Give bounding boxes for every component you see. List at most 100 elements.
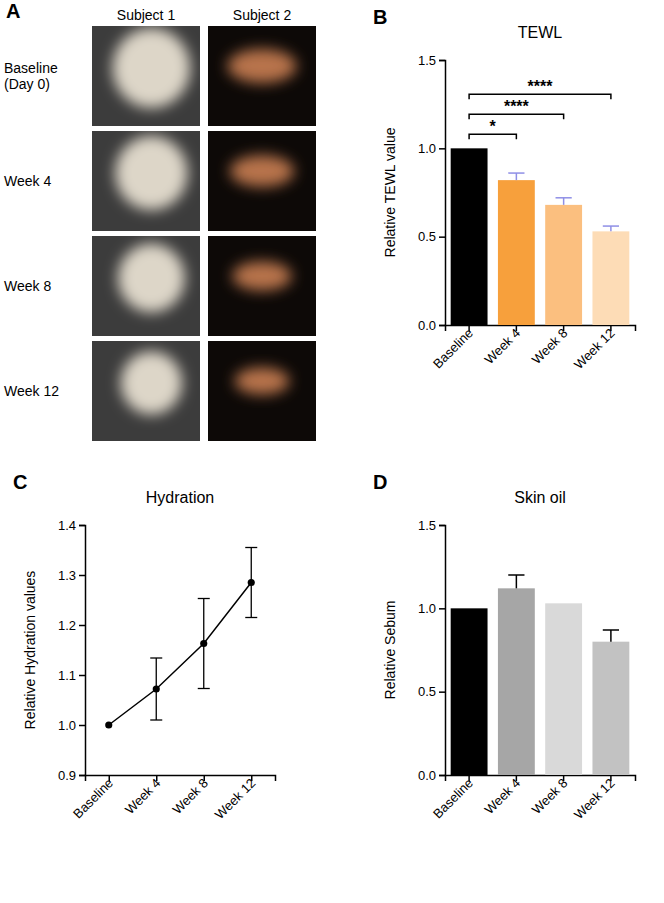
y-tick: 0.5 xyxy=(418,229,445,244)
bar xyxy=(592,231,629,325)
significance-label: **** xyxy=(528,78,554,95)
y-tick-label: 1.5 xyxy=(418,518,436,533)
error-bar-cap xyxy=(245,547,257,548)
panel-letter: B xyxy=(373,6,387,28)
error-bar xyxy=(508,575,524,588)
y-tick: 1.5 xyxy=(418,518,445,533)
x-tick: Week 4 xyxy=(482,325,524,367)
y-tick: 1.0 xyxy=(418,141,445,156)
photo-scalp xyxy=(227,49,296,83)
photo-background xyxy=(208,341,316,441)
x-tick: Baseline xyxy=(430,775,476,821)
y-tick: 1.2 xyxy=(58,618,85,633)
y-tick: 1.4 xyxy=(58,518,85,533)
y-tick-label: 0.9 xyxy=(58,768,76,783)
error-bar-stem xyxy=(610,226,612,231)
bar xyxy=(451,608,488,775)
error-bar-cap xyxy=(198,598,210,599)
x-tick: Week 12 xyxy=(212,775,259,822)
photo xyxy=(208,341,316,441)
y-tick-label: 1.0 xyxy=(58,718,76,733)
y-tick: 1.1 xyxy=(58,668,85,683)
photo-background xyxy=(208,26,316,126)
photo-background xyxy=(92,236,200,336)
significance-bracket: **** xyxy=(469,78,611,99)
photo-background xyxy=(92,341,200,441)
error-bar xyxy=(603,630,619,642)
photo xyxy=(92,26,200,126)
y-tick: 1.0 xyxy=(58,718,85,733)
error-bar xyxy=(198,599,210,689)
photo-background xyxy=(208,131,316,231)
x-tick: Week 4 xyxy=(482,775,524,817)
photo-scalp xyxy=(230,155,294,187)
y-tick-mark xyxy=(439,60,445,62)
marker xyxy=(248,579,255,586)
marker xyxy=(105,721,112,728)
y-axis: 0.91.01.11.21.31.4 xyxy=(58,518,86,783)
y-tick-label: 1.2 xyxy=(58,618,76,633)
bar xyxy=(545,603,582,775)
x-tick: Week 4 xyxy=(122,775,164,817)
y-tick-label: 1.4 xyxy=(58,518,76,533)
significance-bracket: **** xyxy=(469,98,564,119)
x-axis: BaselineWeek 4Week 8Week 12 xyxy=(430,775,636,822)
x-tick-label: Week 12 xyxy=(571,775,618,822)
photo-background xyxy=(92,26,200,126)
row-label: Week 12 xyxy=(4,383,59,399)
panel-letter: D xyxy=(373,471,387,493)
y-tick-label: 0.5 xyxy=(418,684,436,699)
photo-scalp xyxy=(121,351,182,414)
x-tick-label: Week 4 xyxy=(482,325,524,367)
plot-area xyxy=(451,148,630,325)
y-tick-label: 1.0 xyxy=(418,601,436,616)
y-tick-label: 0.5 xyxy=(418,229,436,244)
y-tick-label: 1.1 xyxy=(58,668,76,683)
error-bar xyxy=(150,658,162,720)
error-bar-cap xyxy=(556,197,572,199)
y-tick-label: 0.0 xyxy=(418,318,436,333)
bar xyxy=(498,588,535,775)
y-tick-mark xyxy=(79,625,85,627)
error-bar-stem xyxy=(516,173,518,180)
x-tick: Week 8 xyxy=(169,775,211,817)
y-axis-line xyxy=(439,526,446,776)
error-bar-cap xyxy=(198,688,210,689)
photo-background xyxy=(208,236,316,336)
significance-label: **** xyxy=(504,98,530,115)
x-tick-label: Baseline xyxy=(430,325,476,371)
x-tick-label: Week 8 xyxy=(529,325,571,367)
row-label: Baseline(Day 0) xyxy=(4,60,58,92)
y-tick-mark xyxy=(79,675,85,677)
x-tick: Week 12 xyxy=(571,775,618,822)
x-tick: Baseline xyxy=(430,325,476,371)
line xyxy=(109,583,252,726)
significance-label: * xyxy=(490,118,497,135)
photo-scalp xyxy=(232,261,291,290)
x-axis: BaselineWeek 4Week 8Week 12 xyxy=(430,325,636,372)
y-tick-mark xyxy=(439,325,445,327)
photo xyxy=(92,131,200,231)
photo xyxy=(208,26,316,126)
bar xyxy=(451,148,488,325)
error-bar xyxy=(508,173,524,180)
error-bar xyxy=(556,198,572,205)
x-tick-label: Week 4 xyxy=(122,775,164,817)
y-axis-title: Relative Sebum xyxy=(382,601,398,700)
x-tick-label: Week 12 xyxy=(571,325,618,372)
y-tick-mark xyxy=(439,148,445,150)
x-tick: Week 8 xyxy=(529,775,571,817)
photo xyxy=(92,236,200,336)
photo-scalp xyxy=(113,28,191,108)
panel: BTEWL0.00.51.01.5Relative TEWL valueBase… xyxy=(373,6,636,372)
y-tick: 0.5 xyxy=(418,684,445,699)
error-bar-cap xyxy=(150,719,162,720)
y-tick-mark xyxy=(439,691,445,693)
row-label: Week 8 xyxy=(4,278,51,294)
y-tick-label: 1.0 xyxy=(418,141,436,156)
y-axis-line xyxy=(439,61,446,326)
x-tick-label: Baseline xyxy=(430,775,476,821)
x-tick: Week 12 xyxy=(571,325,618,372)
column-header: Subject 2 xyxy=(233,7,292,23)
error-bar-stem xyxy=(516,575,518,588)
